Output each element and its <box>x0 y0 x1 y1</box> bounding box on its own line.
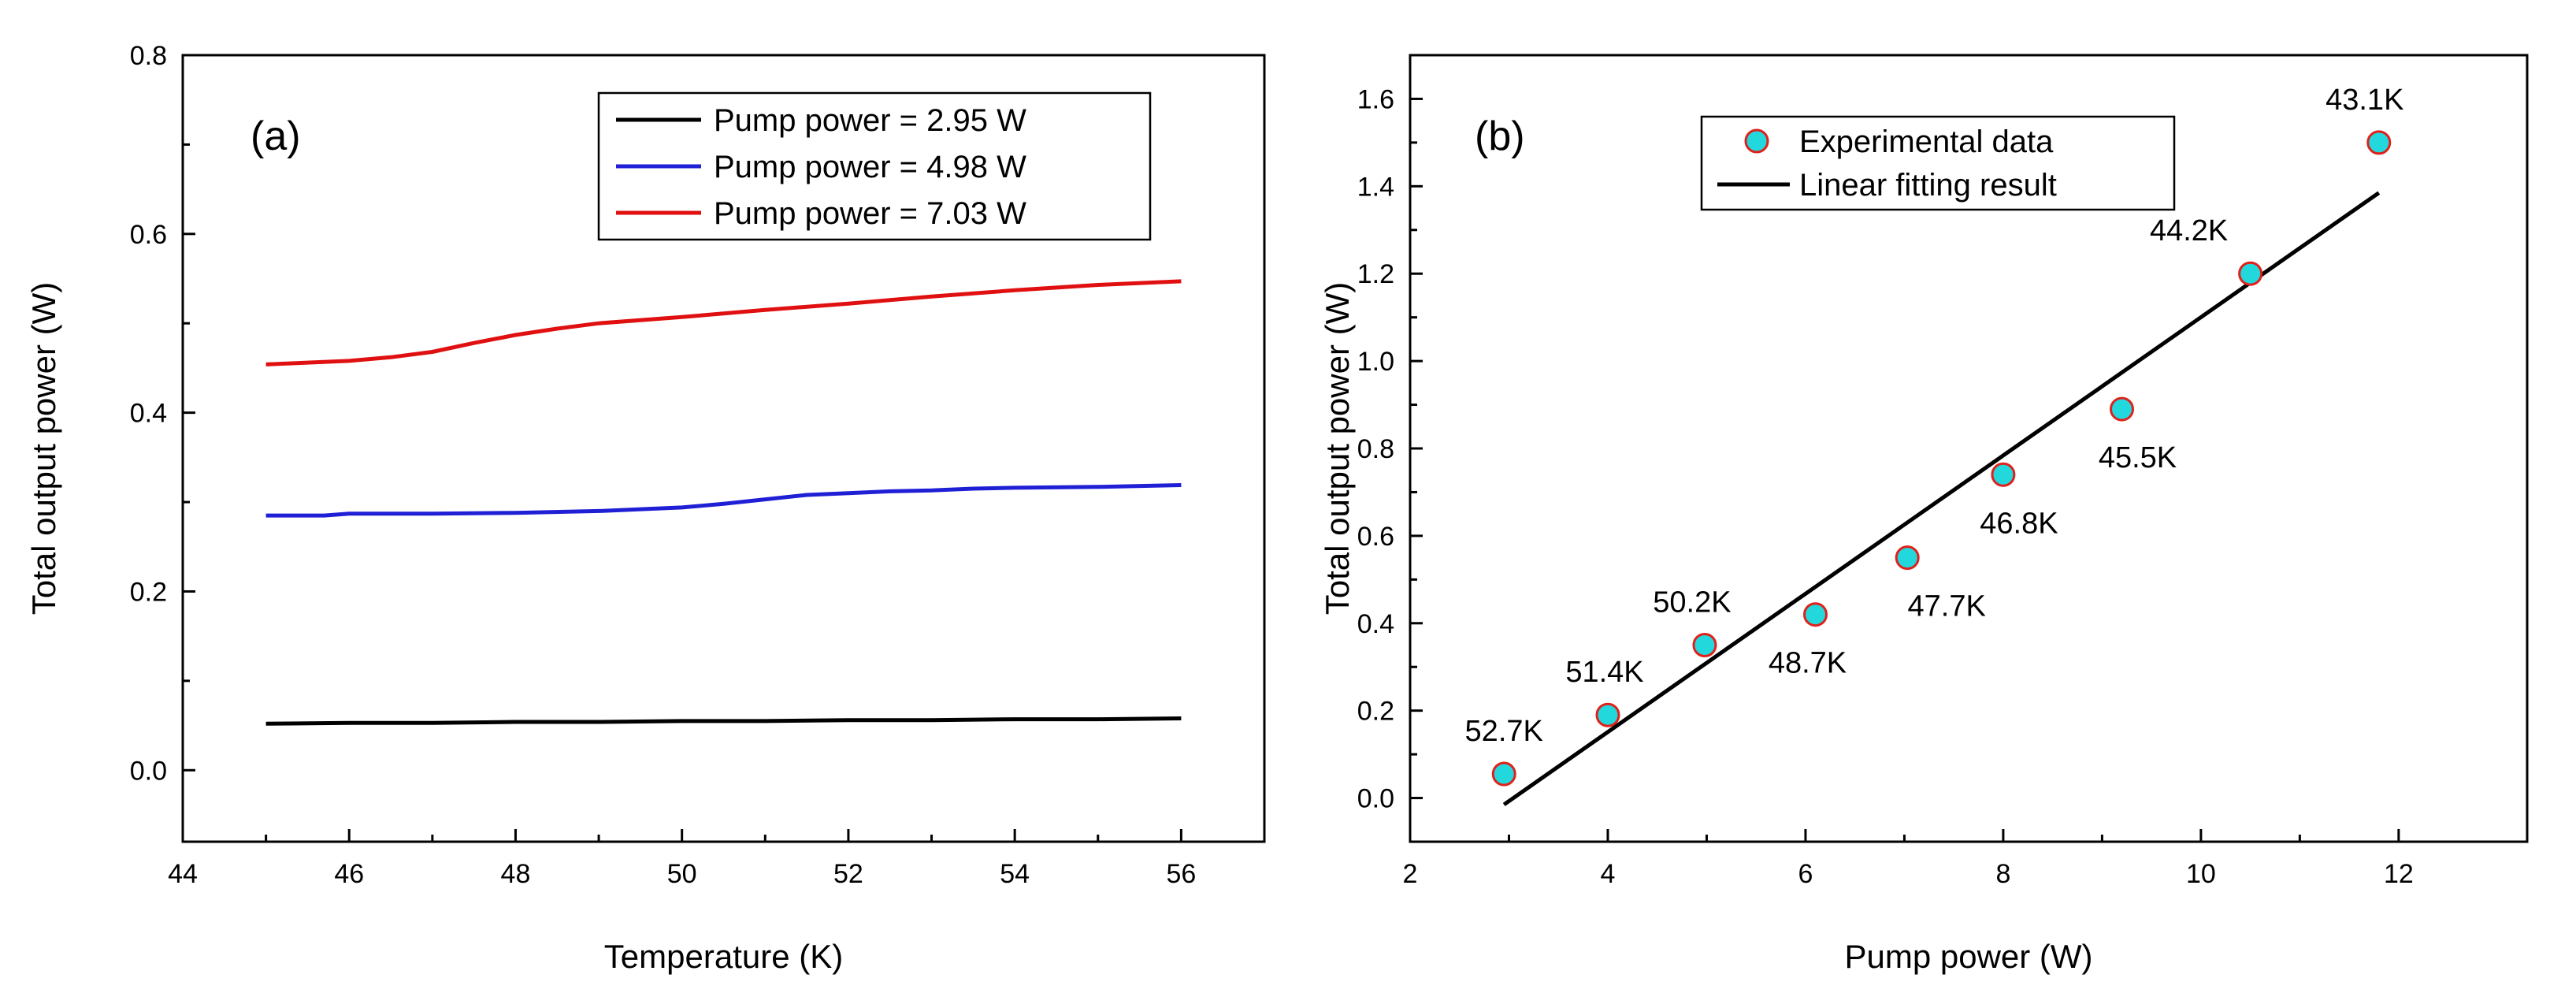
y-tick-label: 1.6 <box>1357 84 1394 114</box>
y-tick-label: 0.4 <box>1357 609 1394 639</box>
x-tick-label: 52 <box>833 859 863 889</box>
x-axis-title: Temperature (K) <box>604 938 843 975</box>
plot-frame <box>181 54 1266 843</box>
panel-a-chart: 44 46 48 50 52 54 56 0.0 0.2 0.4 0.6 0.8 Temperature… <box>25 41 1266 975</box>
x-tick-label: 48 <box>501 859 531 889</box>
x-tick-label: 6 <box>1798 859 1813 889</box>
data-point <box>1595 702 1620 727</box>
y-tick-label: 0.0 <box>130 756 167 786</box>
y-tick-label: 0.2 <box>130 577 167 607</box>
legend-marker-experimental <box>1744 128 1769 154</box>
data-point <box>1802 602 1828 627</box>
legend-label-1: Pump power = 2.95 W <box>714 103 1026 138</box>
data-point-label: 50.2K <box>1653 586 1731 619</box>
legend-box <box>1700 115 2176 211</box>
x-tick-label: 12 <box>2384 859 2414 889</box>
y-tick-label: 0.6 <box>130 220 167 250</box>
data-point <box>2110 396 2135 422</box>
legend-label-3: Pump power = 7.03 W <box>714 196 1026 231</box>
x-tick-label: 54 <box>1000 859 1030 889</box>
data-point <box>1491 761 1516 787</box>
data-point-label: 44.2K <box>2150 214 2228 247</box>
x-tick-label: 56 <box>1166 859 1196 889</box>
y-tick-label: 0.2 <box>1357 697 1394 727</box>
series-line-2 <box>265 483 1182 518</box>
x-tick-label: 10 <box>2186 859 2216 889</box>
data-point <box>1991 462 2016 487</box>
data-point <box>1895 545 1920 571</box>
data-point-label: 43.1K <box>2325 84 2403 117</box>
data-point-label: 48.7K <box>1769 647 1847 680</box>
panel-b-chart: 2 4 6 8 10 12 0.0 0.2 0.4 0.6 0.8 1.0 1.2 1.4 1.6 Pump … <box>1319 54 2529 975</box>
data-point-label: 45.5K <box>2099 441 2177 474</box>
panel-label: (a) <box>251 113 301 159</box>
y-axis-title: Total output power (W) <box>1319 282 1356 616</box>
series-line-3 <box>265 279 1182 366</box>
legend-label-2: Pump power = 4.98 W <box>714 150 1026 184</box>
data-point <box>2366 130 2392 155</box>
y-axis-title: Total output power (W) <box>25 282 62 616</box>
legend-label-experimental: Experimental data <box>1799 125 2054 159</box>
data-point <box>2238 261 2263 286</box>
legend-label-fit: Linear fitting result <box>1799 168 2057 203</box>
y-tick-label: 0.8 <box>130 41 167 71</box>
x-tick-label: 2 <box>1403 859 1418 889</box>
y-tick-label: 1.2 <box>1357 259 1394 289</box>
data-point <box>1692 633 1717 657</box>
x-axis-title: Pump power (W) <box>1844 938 2092 975</box>
x-tick-label: 50 <box>667 859 697 889</box>
data-point-label: 52.7K <box>1465 715 1543 748</box>
y-tick-label: 0.4 <box>130 399 167 429</box>
x-tick-label: 4 <box>1601 859 1616 889</box>
data-point-label: 51.4K <box>1565 656 1643 689</box>
x-tick-label: 46 <box>334 859 364 889</box>
y-tick-label: 0.0 <box>1357 784 1394 814</box>
y-tick-label: 1.4 <box>1357 172 1394 202</box>
y-tick-label: 0.8 <box>1357 434 1394 464</box>
data-point-label: 47.7K <box>1908 590 1986 623</box>
y-tick-label: 1.0 <box>1357 347 1394 377</box>
y-tick-label: 0.6 <box>1357 522 1394 552</box>
x-tick-label: 8 <box>1995 859 2010 889</box>
x-tick-label: 44 <box>168 859 198 889</box>
series-line-1 <box>265 716 1182 726</box>
data-point-label: 46.8K <box>1980 507 2058 540</box>
panel-label: (b) <box>1475 113 1525 159</box>
fit-line <box>1502 191 2381 806</box>
